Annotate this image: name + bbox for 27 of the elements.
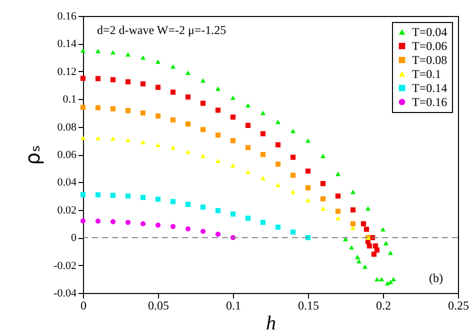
y-axis-title: ρₛ bbox=[20, 144, 45, 166]
y-tick-label: 0.1 bbox=[62, 94, 76, 106]
x-tick-label: 0.25 bbox=[448, 298, 469, 312]
x-tick-label: 0.1 bbox=[226, 298, 241, 312]
legend-label: T=0.14 bbox=[412, 81, 448, 95]
x-tick-label: 0.05 bbox=[148, 298, 169, 312]
y-tick-label: 0.06 bbox=[57, 149, 77, 161]
x-tick-label: 0.15 bbox=[298, 298, 319, 312]
legend-label: T=0.06 bbox=[412, 39, 448, 53]
legend-label: T=0.1 bbox=[412, 67, 442, 81]
legend-label: T=0.04 bbox=[412, 25, 448, 39]
y-tick-label: -0.04 bbox=[54, 288, 77, 300]
y-tick-label: 0.14 bbox=[57, 38, 77, 50]
annotation: (b) bbox=[429, 271, 443, 285]
y-tick-label: -0.02 bbox=[54, 260, 76, 272]
y-tick-label: 0.04 bbox=[57, 176, 77, 189]
y-tick-label: 0 bbox=[71, 232, 77, 244]
y-tick-label: 0.12 bbox=[57, 66, 76, 78]
annotation: d=2 d-wave W=-2 μ=-1.25 bbox=[97, 23, 226, 37]
y-tick-label: 0.08 bbox=[57, 121, 77, 134]
x-axis-title: h bbox=[266, 312, 276, 331]
y-tick-label: 0.02 bbox=[57, 204, 76, 216]
x-tick-label: 0 bbox=[80, 298, 86, 312]
legend-label: T=0.08 bbox=[412, 53, 448, 67]
x-tick-label: 0.2 bbox=[376, 298, 391, 312]
y-tick-label: 0.16 bbox=[57, 10, 77, 22]
legend-label: T=0.16 bbox=[412, 95, 448, 109]
